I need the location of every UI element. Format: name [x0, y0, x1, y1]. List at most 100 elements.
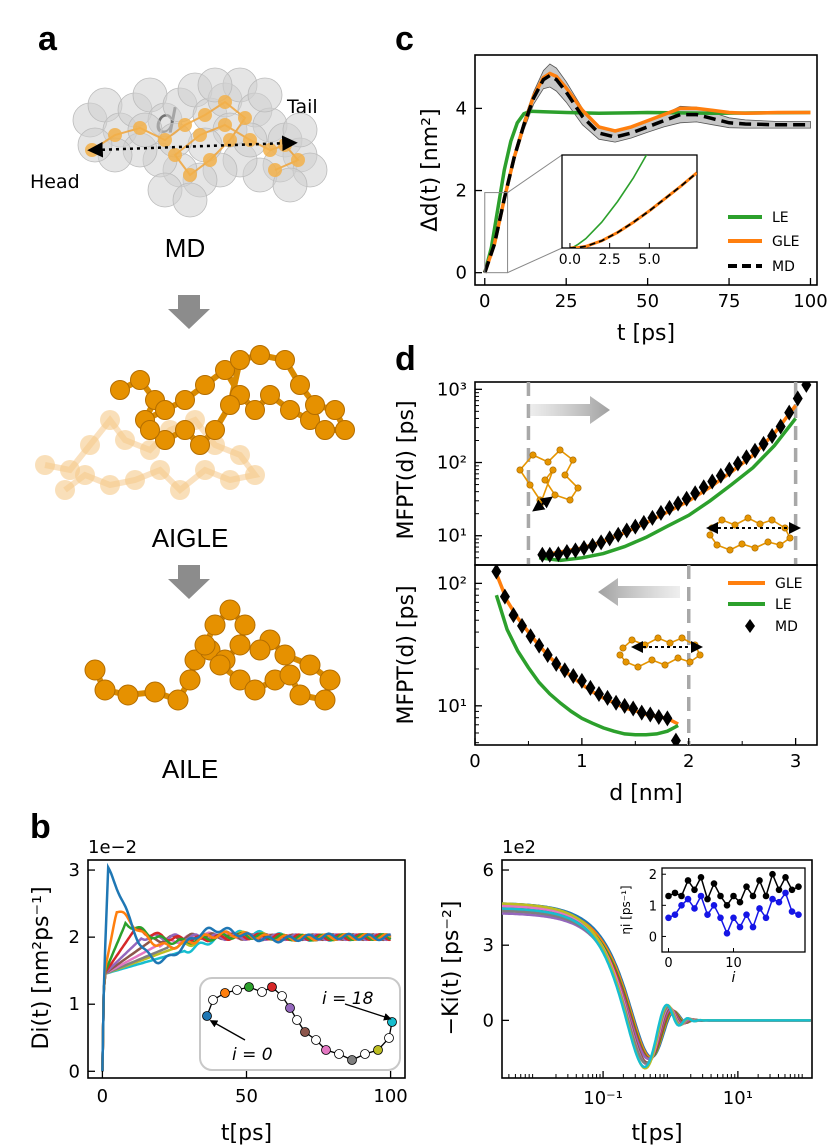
- aigle-bead: [155, 400, 175, 420]
- b-right-series-9: [502, 907, 811, 1069]
- md-bead: [218, 118, 232, 132]
- d-bot-ylabel: MFPT(d) [ps]: [394, 585, 419, 724]
- md-molecule: [72, 67, 328, 218]
- eta-point-black: [756, 877, 763, 884]
- aigle-bead: [195, 375, 215, 395]
- aigle-bead: [290, 375, 310, 395]
- eta-point-black: [684, 877, 692, 884]
- eta-point-black: [717, 892, 724, 900]
- d-top-md-point: [621, 522, 632, 539]
- aile-molecule: [84, 599, 341, 711]
- aigle-bead: [155, 430, 175, 450]
- md-bead: [198, 108, 212, 122]
- collapsed-chain-bead: [551, 491, 559, 499]
- aigle-faded-bead: [220, 470, 240, 490]
- aile-bead: [194, 634, 216, 656]
- d-bot-md-point: [636, 704, 647, 721]
- c-xtick-25-label: 25: [555, 291, 578, 312]
- d-xtick-1-label: 1: [576, 751, 587, 772]
- d-top-md-point: [707, 473, 718, 490]
- aile-bead: [229, 669, 251, 691]
- c-ylabel: Δd(t) [nm²]: [418, 108, 443, 231]
- aigle-bead: [130, 370, 150, 390]
- extended-chain-top-bead: [786, 534, 794, 542]
- legend-c-label-md: MD: [772, 259, 795, 275]
- eta-point-black: [749, 892, 757, 900]
- d-top-md-point: [792, 390, 803, 407]
- d-bot-plot-area: [491, 565, 691, 745]
- inset-arrow-i0: [209, 1020, 246, 1041]
- eta-point-blue: [775, 898, 783, 906]
- eta-point-black: [743, 883, 750, 890]
- collapsed-chain: [516, 446, 582, 512]
- aigle-bead: [110, 380, 130, 400]
- b-left-ylabel: Di(t) [nm²ps⁻¹]: [29, 886, 54, 1049]
- d-top-md-point: [690, 485, 701, 502]
- c-ytick-4-label: 4: [456, 98, 467, 119]
- aigle-bead: [220, 395, 240, 415]
- d-bot-series-le: [494, 594, 679, 737]
- b-right-xlabel: t[ps]: [631, 1121, 682, 1146]
- c-inset-frame: [561, 154, 698, 249]
- collapsed-chain-distance: [532, 496, 553, 512]
- d-bot-frame: [474, 564, 818, 746]
- aigle-faded-bead: [245, 465, 265, 485]
- b-left-offset: 1e−2: [88, 837, 137, 858]
- aigle-bead: [250, 345, 270, 365]
- eta-point-blue: [717, 914, 724, 922]
- aigle-bead: [275, 350, 295, 370]
- md-bead: [168, 148, 182, 162]
- c-xtick-0-label: 0: [479, 291, 490, 312]
- d-top-md-point: [561, 543, 572, 560]
- chain-bead: [300, 1027, 310, 1037]
- extended-chain-bottom-bead: [654, 634, 662, 642]
- stage-arrow-2: [168, 565, 210, 599]
- eta-xlabel: i: [732, 970, 736, 986]
- d-xlabel: d [nm]: [609, 781, 683, 806]
- d-top-md-point: [570, 542, 581, 559]
- eta-point-blue: [743, 911, 750, 918]
- eta-point-blue: [678, 902, 685, 909]
- eta-point-black: [795, 883, 802, 890]
- aile-bead: [319, 669, 341, 691]
- extended-chain-top: [706, 514, 801, 554]
- d-bot-md-point: [619, 697, 630, 714]
- eta-point-blue: [730, 914, 737, 922]
- d-top-md-point: [775, 418, 786, 435]
- chain-bead: [208, 995, 218, 1005]
- collapsed-chain-bead: [569, 456, 577, 464]
- eta-point-black: [730, 892, 737, 900]
- eta-point-blue: [710, 902, 718, 909]
- b-left-series-0: [101, 862, 391, 1072]
- d-bot-md-point: [662, 710, 673, 727]
- eta-point-blue: [684, 895, 692, 903]
- d-top-md-point: [801, 382, 812, 393]
- legend-d-label-le: LE: [775, 597, 792, 613]
- aigle-faded-bead: [100, 410, 120, 430]
- eta-point-black: [710, 880, 718, 887]
- d-bot-md-point: [670, 732, 681, 745]
- d-top-md-point: [544, 546, 555, 563]
- eta-point-blue: [697, 892, 705, 900]
- d-top-md-point: [681, 490, 692, 507]
- inset-arrow-i18: [344, 1003, 392, 1021]
- d-top-md-point: [698, 479, 709, 496]
- collapsed-chain-bead: [556, 446, 564, 454]
- br-xtick-0-label: 10⁻¹: [583, 1088, 623, 1109]
- collapsed-chain-bead: [549, 466, 557, 474]
- extended-chain-bottom-bead: [619, 644, 627, 652]
- d-top-ylabel: MFPT(d) [ps]: [394, 400, 419, 539]
- chain-bead: [244, 982, 254, 992]
- legend-c-label-le: LE: [772, 210, 789, 226]
- stage-arrow-1: [168, 295, 210, 329]
- d-bot-ytick-1-label: 10²: [437, 573, 467, 594]
- eta-point-black: [762, 892, 770, 900]
- md-error-band: [484, 63, 811, 273]
- aigle-faded-bead: [125, 470, 145, 490]
- aigle-faded-bead: [75, 465, 95, 485]
- eta-ytick-label: 0: [649, 930, 657, 945]
- eta-xtick-label: 10: [725, 956, 742, 971]
- extended-chain-bottom: [616, 634, 704, 671]
- eta-point-blue: [723, 930, 731, 937]
- aigle-bead: [140, 420, 160, 440]
